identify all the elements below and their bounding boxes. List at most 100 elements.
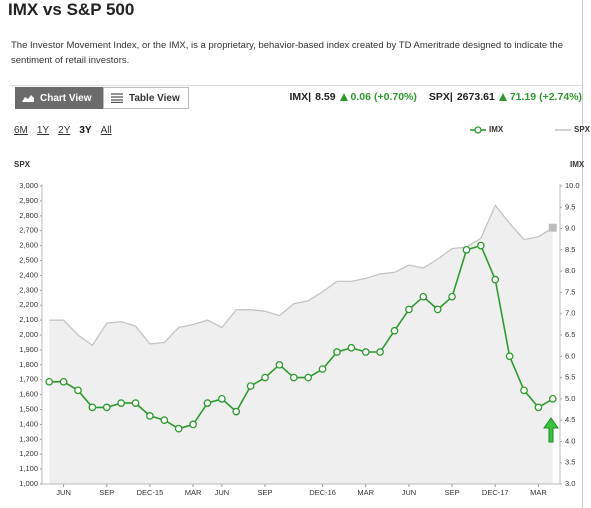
y2-tick-label: 7.5: [565, 287, 575, 296]
y-tick-label: 1,300: [19, 434, 38, 443]
imx-point: [333, 348, 341, 356]
spx-end-marker: [548, 223, 557, 232]
quote-value: 8.59: [315, 91, 336, 103]
y-tick-label: 2,500: [19, 255, 38, 264]
quote-label: IMX|: [289, 91, 312, 103]
x-tick-label: MAR: [185, 488, 202, 497]
table-view-button[interactable]: Table View: [103, 87, 189, 109]
imx-point: [160, 416, 169, 424]
y-tick-label: 1,200: [19, 449, 38, 458]
up-icon: [498, 93, 507, 101]
imx-point: [448, 292, 456, 301]
imx-point: [347, 343, 356, 352]
y-tick-label: 2,700: [19, 226, 38, 235]
y2-tick-label: 6.0: [565, 351, 575, 360]
y2-tick-label: 7.0: [565, 309, 575, 318]
imx-point: [548, 395, 557, 403]
imx-point: [405, 305, 413, 314]
chart-icon: [22, 95, 34, 102]
y-tick-label: 1,800: [19, 360, 38, 369]
annotation-arrow: [543, 417, 559, 443]
x-tick-label: DEC-15: [137, 488, 164, 497]
spx-line: [49, 204, 554, 347]
y-tick-label: 1,600: [19, 390, 38, 399]
imx-point: [505, 352, 514, 361]
imx-point: [318, 365, 327, 373]
y2-tick-label: 9.5: [565, 202, 575, 211]
x-tick-label: DEC-16: [309, 488, 336, 497]
edge: [582, 0, 583, 508]
range-links: 6M 1Y 2Y 3Y All: [14, 125, 112, 136]
legend: IMX SPX: [470, 125, 591, 134]
imx-point: [203, 399, 212, 407]
legend-swatch-point: [474, 126, 482, 134]
y2-tick-label: 8.0: [565, 266, 575, 275]
description: The Investor Movement Index, or the IMX,…: [11, 40, 563, 66]
y-tick-label: 1,700: [19, 375, 38, 384]
y-tick-label: 3,000: [19, 181, 38, 190]
y2-tick-label: 5.5: [565, 373, 575, 382]
button-label: Chart View: [40, 92, 92, 104]
range-link[interactable]: 3Y: [79, 125, 92, 136]
change-value: 0.06: [350, 91, 371, 103]
y-tick-label: 2,400: [19, 270, 38, 279]
y2-tick-label: 4.5: [565, 415, 575, 424]
chart-view-button[interactable]: Chart View: [15, 87, 103, 109]
y-tick-label: 2,000: [19, 330, 38, 339]
imx-point: [433, 305, 442, 314]
spx-area: [49, 205, 553, 484]
imx-point: [275, 360, 284, 369]
imx-point: [102, 403, 111, 412]
change-pct: (+0.70%): [373, 91, 417, 103]
imx-point: [131, 399, 140, 407]
imx-point: [491, 275, 500, 284]
x-tick-label: SEP: [445, 488, 460, 497]
y2-tick-label: 4.0: [565, 436, 575, 445]
change-value: 71.19: [509, 91, 537, 103]
range-link[interactable]: 6M: [14, 125, 28, 136]
y-tick-label: 1,000: [19, 479, 38, 488]
quote-label: SPX|: [428, 91, 453, 103]
chart: SPX IMX 1,000 1,100 1,200 1,300 1,400 1,500 1,60…: [14, 160, 585, 497]
imx-point: [45, 377, 54, 386]
x-tick-label: SEP: [258, 488, 273, 497]
quote-value: 2673.61: [456, 91, 495, 103]
y2-tick-label: 3.0: [565, 479, 575, 488]
imx-point: [361, 348, 370, 356]
y-tick-label: 2,100: [19, 315, 38, 324]
y-tick-label: 2,900: [19, 196, 38, 205]
imx-point: [419, 292, 428, 301]
y2-tick-label: 3.5: [565, 458, 575, 467]
range-link[interactable]: All: [100, 125, 112, 136]
imx-point: [304, 373, 313, 382]
imx-point: [174, 424, 183, 433]
imx-point: [261, 373, 269, 382]
range-link[interactable]: 2Y: [58, 125, 71, 136]
table-icon: [111, 93, 123, 103]
x-tick-label: JUN: [402, 488, 417, 497]
imx-point: [246, 382, 255, 390]
y-tick-label: 2,800: [19, 211, 38, 220]
x-tick-label: JUN: [56, 488, 71, 497]
range-link[interactable]: 1Y: [36, 125, 50, 136]
up-icon: [339, 93, 348, 101]
imx-point: [59, 377, 68, 386]
y-tick-label: 1,500: [19, 404, 38, 413]
y2-axis-title: IMX: [570, 160, 585, 169]
y2-tick-label: 6.5: [565, 330, 575, 339]
imx-point: [88, 403, 97, 412]
imx-point: [534, 403, 543, 412]
y-tick-label: 2,300: [19, 285, 38, 294]
x-tick-label: MAR: [357, 488, 374, 497]
y-tick-label: 1,900: [19, 345, 38, 354]
page-title: IMX vs S&P 500: [8, 0, 135, 19]
y-tick-label: 2,600: [19, 241, 38, 250]
legend-label: SPX: [574, 125, 591, 134]
imx-point: [74, 386, 82, 395]
imx-point: [289, 373, 298, 382]
imx-point: [218, 395, 226, 403]
y-tick-label: 1,100: [19, 464, 38, 473]
change-pct: (+2.74%): [539, 91, 582, 103]
y2-tick-label: 8.5: [565, 245, 575, 254]
